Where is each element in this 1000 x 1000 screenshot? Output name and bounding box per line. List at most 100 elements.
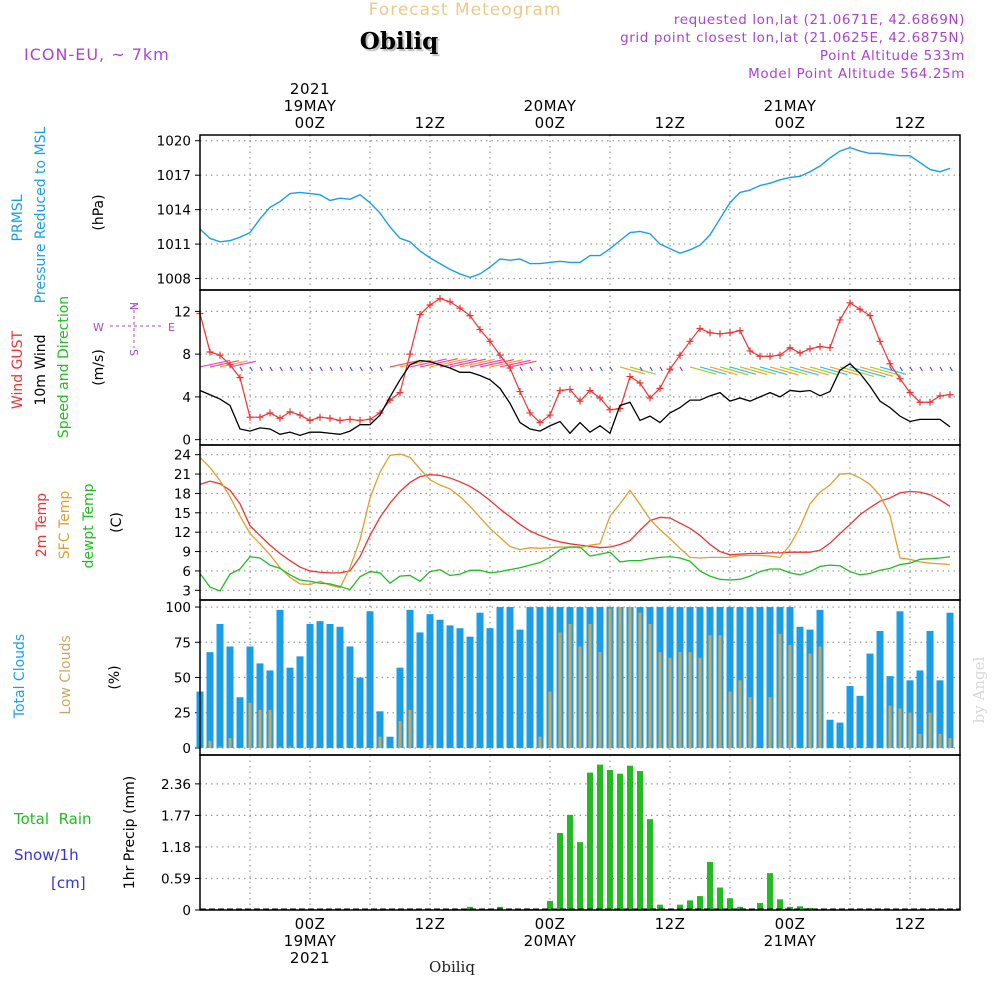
rain-bar [797,906,803,910]
gust-marker [646,394,654,402]
total-cloud-bar [306,623,314,748]
rain-bar [617,773,623,910]
ytick-label: 1.77 [161,808,191,824]
low-cloud-bar [918,733,922,748]
wind-arrow [289,366,293,372]
total-cloud-bar [536,607,544,748]
wind-arrow [699,366,727,375]
top-axis-label: 20MAY [524,97,577,115]
panel-temperature: 3 6 9 12 15 18 21 24 (C) [109,444,961,601]
low-cloud-bar [598,652,602,748]
low-cloud-bar [718,635,722,748]
gust-marker [356,416,364,424]
gust-marker [586,386,594,394]
total-cloud-bar [216,623,224,748]
gust-marker [786,344,794,352]
panel-precip: 0 0.59 1.18 1.77 2.36 1hr Precip (mm) [122,754,961,919]
total-cloud-bar [406,609,414,748]
total-cloud-bar [206,652,214,748]
wind-arrow [419,358,458,368]
gust-marker [396,389,404,397]
wind-arrow [829,366,859,376]
low-cloud-bar [818,646,822,748]
wind-arrow [869,366,901,376]
wind-arrow [819,366,848,376]
top-axis-label: 12Z [415,114,446,132]
low-cloud-bar [698,657,702,748]
gust-marker [936,392,944,400]
total-cloud-bar [846,685,854,748]
gust-marker [876,337,884,345]
total-cloud-bar [936,680,944,748]
top-axis-label: 00Z [535,114,566,132]
side-label: Total Clouds [12,634,28,719]
pressure-line [199,146,951,279]
total-cloud-bar [726,607,734,748]
low-cloud-bar [228,738,232,748]
wind-arrow [679,366,683,372]
gust-marker [556,386,564,394]
rain-bar [787,906,793,910]
low-cloud-bar [208,740,212,748]
total-cloud-bar [896,611,904,748]
total-cloud-bar [826,719,834,748]
footer-station: Obiliq [429,958,475,976]
ytick-label: 3 [182,583,191,599]
rain-bar [557,833,563,910]
wind-arrow [799,366,829,376]
low-cloud-bar [248,702,252,748]
ytick-label: 8 [182,347,191,363]
side-label: 2m Temp [34,493,50,557]
gust-marker [456,304,464,312]
side-label: Wind GUST [10,330,26,409]
low-cloud-bar [268,709,272,748]
gust-marker [476,326,484,334]
panel-clouds: 0 25 50 75 100 (%) [107,599,961,757]
gust-marker [406,350,414,358]
ytick-label: 15 [174,506,191,522]
wind-arrow [499,359,531,368]
total-cloud-bar [376,711,384,748]
low-cloud-bar [748,697,752,748]
wind-arrow [719,366,749,376]
gust-marker [806,345,814,353]
bottom-axis-label: 00Z [295,915,326,933]
low-cloud-bar [788,645,792,748]
wind-arrow [649,366,653,372]
gust-marker [796,349,804,357]
wind-arrow [859,366,894,377]
low-cloud-bar [288,746,292,748]
gust-marker [626,373,634,381]
low-cloud-bar [928,712,932,748]
side-label: 10m Wind [33,334,49,405]
gust-marker [306,416,314,424]
compass: WENS [93,302,175,356]
wind-arrow [369,366,373,372]
total-cloud-bar [546,607,554,748]
gust-marker [216,351,224,359]
ytick-label: 18 [174,486,191,502]
low-cloud-bar [938,733,942,748]
top-axis-label: 00Z [775,114,806,132]
gust-marker [466,312,474,320]
rain-bar [597,764,603,910]
wind-arrow [619,366,646,375]
panel-frame [199,444,961,601]
low-cloud-bar [638,612,642,748]
gust-marker [656,384,664,392]
side-label: Pressure Reduced to MSL [33,126,49,303]
total-cloud-bar [876,631,884,748]
wind-arrow [459,358,495,368]
gust-line [199,297,951,424]
gust-marker [746,347,754,355]
bottom-axis-label: 19MAY [284,932,337,950]
low-cloud-bar [888,705,892,748]
low-cloud-bar [538,736,542,748]
total-cloud-bar [526,607,534,748]
rain-bar [497,906,503,910]
total-cloud-bar [276,609,284,748]
wind-arrow [579,366,583,372]
snow-unit-legend: [cm] [51,874,86,892]
wind-arrow [239,366,243,372]
